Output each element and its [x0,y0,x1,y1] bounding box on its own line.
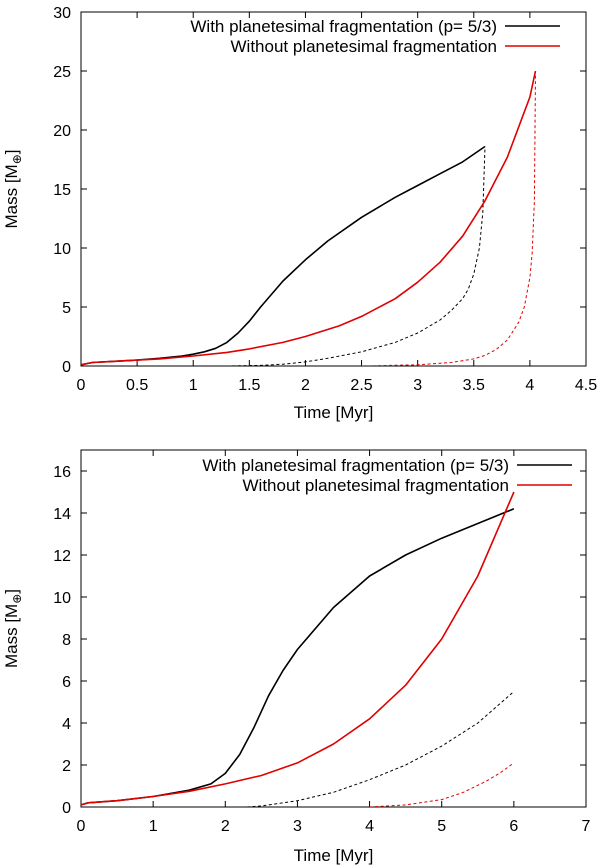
x-axis-title: Time [Myr] [294,846,374,865]
x-tick-label: 2 [221,818,230,835]
series-line-3 [81,70,537,366]
y-tick-label: 10 [53,590,71,607]
y-tick-label: 30 [53,5,71,22]
y-tick-label: 16 [53,464,71,481]
x-tick-label: 2 [301,377,310,394]
x-tick-label: 1.5 [238,377,260,394]
x-tick-label: 7 [582,818,591,835]
chart-1: 0 0.5 1 1.5 2 2.5 3 3.5 4 4.5 0 5 10 15 20 25 30 Time [My… [2,5,597,422]
y-tick-label: 0 [62,800,71,817]
series-line-4 [361,70,536,366]
y-tick-label: 5 [62,300,71,317]
x-tick-label: 2.5 [350,377,372,394]
series-line-4 [369,762,515,807]
series-line-3 [81,491,515,806]
x-tick-label: 0 [77,818,86,835]
x-tick-label: 4.5 [575,377,597,394]
x-tick-label: 3.5 [463,377,485,394]
x-tick-label: 3 [293,818,302,835]
x-tick-label: 3 [413,377,422,394]
x-tick-label: 5 [437,818,446,835]
y-tick-label: 20 [53,123,71,140]
y-tick-label: 15 [53,182,71,199]
x-tick-label: 4 [525,377,534,394]
y-axis-title: Mass [M⊕] [2,149,24,228]
x-tick-label: 0.5 [126,377,148,394]
x-tick-label: 0 [77,377,86,394]
x-tick-label: 1 [189,377,198,394]
series-line-2 [226,146,486,366]
legend-label: With planetesimal fragmentation (p= 5/3) [190,17,497,36]
x-tick-label: 1 [149,818,158,835]
y-axis-title: Mass [M⊕] [2,589,24,668]
y-tick-label: 0 [62,359,71,376]
legend-label: Without planetesimal fragmentation [231,37,497,56]
y-tick-label: 14 [53,506,71,523]
y-tick-label: 2 [62,758,71,775]
series-line-1 [81,508,515,806]
y-tick-label: 8 [62,632,71,649]
x-tick-label: 4 [365,818,374,835]
y-tick-label: 12 [53,548,71,565]
series-line-1 [81,145,486,366]
x-tick-label: 6 [509,818,518,835]
legend-label: Without planetesimal fragmentation [243,476,509,495]
legend-label: With planetesimal fragmentation (p= 5/3) [202,456,509,475]
plot-frame [80,11,587,367]
plot-frame [80,449,587,808]
x-axis-title: Time [Myr] [294,403,374,422]
y-tick-label: 10 [53,241,71,258]
y-tick-label: 4 [62,716,71,733]
y-tick-label: 25 [53,64,71,81]
y-tick-label: 6 [62,674,71,691]
